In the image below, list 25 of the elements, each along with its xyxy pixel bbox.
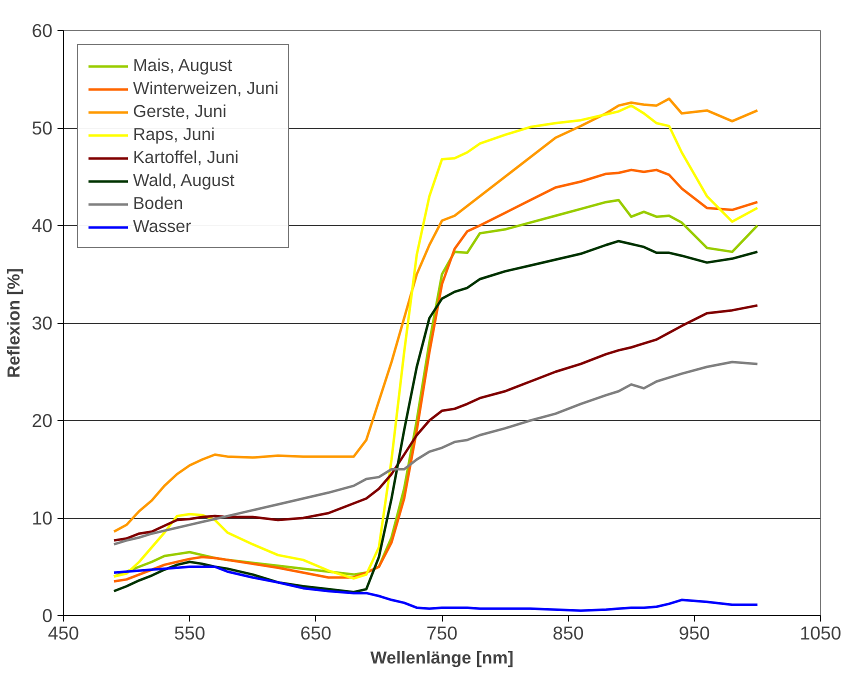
- y-tick-label: 20: [32, 410, 53, 431]
- x-tick-label: 550: [174, 622, 206, 644]
- y-tick-label: 50: [32, 118, 53, 138]
- y-axis-title: Reflexion [%]: [4, 268, 24, 378]
- legend-label: Kartoffel, Juni: [133, 147, 239, 168]
- x-tick-label: 650: [300, 622, 332, 644]
- y-tick-label: 60: [32, 20, 53, 41]
- x-tick-label: 1050: [800, 622, 842, 644]
- y-tick-label: 30: [32, 312, 53, 334]
- legend-label: Winterweizen, Juni: [133, 78, 278, 99]
- legend-label: Raps, Juni: [133, 124, 215, 145]
- x-tick-label: 850: [552, 622, 584, 644]
- x-axis-title: Wellenlänge [nm]: [370, 648, 514, 668]
- x-tick-label: 750: [426, 622, 458, 644]
- legend-label: Wasser: [133, 216, 192, 237]
- legend-label: Gerste, Juni: [133, 101, 226, 122]
- line-series: [112, 566, 759, 612]
- x-tick-label: 950: [678, 622, 710, 644]
- y-tick-label: 40: [32, 215, 53, 236]
- line-series: [112, 360, 759, 546]
- legend-label: Boden: [133, 193, 184, 214]
- line-series: [112, 304, 759, 542]
- y-tick-label: 10: [32, 508, 53, 528]
- legend-label: Wald, August: [133, 170, 234, 191]
- legend-label: Mais, August: [133, 55, 232, 76]
